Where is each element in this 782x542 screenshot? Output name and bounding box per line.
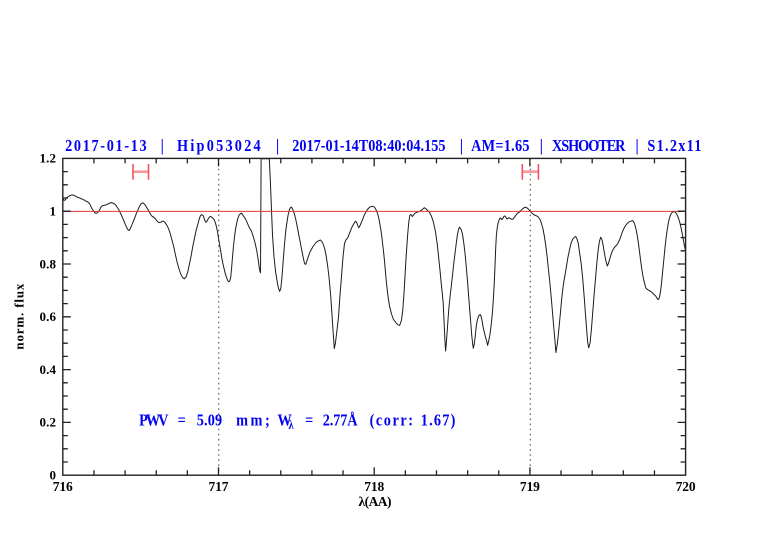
svg-text:|: | (161, 137, 164, 155)
svg-text:2.77Å: 2.77Å (323, 410, 358, 429)
svg-text:XSHOOTER: XSHOOTER (552, 137, 626, 155)
svg-text:717: 717 (209, 479, 229, 494)
svg-text:Hip053024: Hip053024 (177, 137, 261, 155)
svg-text:λ(AA): λ(AA) (359, 494, 392, 509)
svg-text:5.09: 5.09 (197, 411, 223, 429)
svg-text:|: | (636, 137, 639, 155)
svg-text:0.4: 0.4 (40, 362, 57, 377)
svg-text:716: 716 (53, 479, 73, 494)
svg-text:PWV: PWV (139, 411, 169, 429)
svg-text:S1.2x11: S1.2x11 (647, 137, 701, 155)
svg-text:=: = (178, 411, 186, 429)
svg-text:2017-01-14T08:40:04.155: 2017-01-14T08:40:04.155 (292, 137, 445, 155)
svg-text:0.6: 0.6 (40, 309, 57, 324)
svg-text:|: | (540, 137, 543, 155)
svg-text:1: 1 (50, 204, 57, 219)
svg-text:0.8: 0.8 (40, 256, 57, 271)
svg-text:=: = (305, 411, 313, 429)
svg-text:0: 0 (50, 468, 57, 483)
svg-text:718: 718 (364, 479, 384, 494)
svg-text:mm;: mm; (236, 411, 270, 429)
svg-text:720: 720 (676, 479, 696, 494)
svg-text:W: W (278, 411, 293, 429)
svg-text:λ: λ (288, 419, 293, 432)
svg-text:1.2: 1.2 (40, 151, 57, 166)
svg-text:|: | (276, 137, 279, 155)
svg-text:2017-01-13: 2017-01-13 (65, 137, 147, 155)
svg-text:AM=1.65: AM=1.65 (471, 137, 530, 155)
svg-text:1.67): 1.67) (421, 411, 456, 429)
svg-text:0.2: 0.2 (40, 415, 57, 430)
svg-text:norm. flux: norm. flux (12, 283, 27, 350)
svg-text:719: 719 (520, 479, 540, 494)
svg-text:|: | (460, 137, 463, 155)
